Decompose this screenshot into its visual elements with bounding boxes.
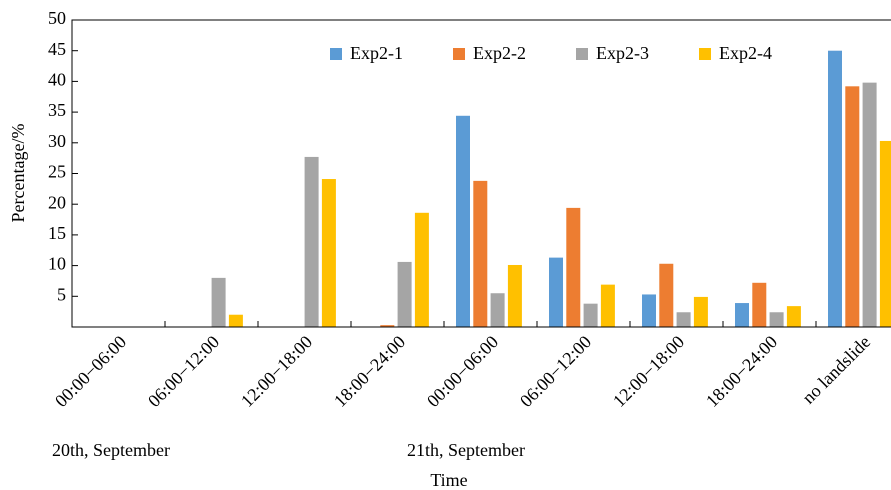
bar <box>583 303 598 327</box>
category-group-label: 20th, September <box>52 440 170 460</box>
bar <box>456 115 470 327</box>
x-tick-label: 18:00−24:00 <box>330 332 409 411</box>
x-tick-label: 12:00−18:00 <box>609 332 688 411</box>
x-tick-label: 00:00−06:00 <box>51 332 130 411</box>
bar <box>473 180 488 327</box>
bar <box>566 207 581 327</box>
x-tick-label: 06:00−12:00 <box>516 332 595 411</box>
legend-label: Exp2-2 <box>473 43 526 63</box>
legend-swatch <box>576 48 588 60</box>
y-tick-label: 35 <box>48 100 66 120</box>
bar <box>211 277 226 327</box>
y-tick-label: 50 <box>48 8 66 28</box>
legend-swatch <box>453 48 465 60</box>
bar <box>693 296 708 327</box>
y-tick-label: 5 <box>57 284 66 304</box>
bar <box>735 303 749 327</box>
legend-label: Exp2-1 <box>350 43 403 63</box>
bar <box>380 325 395 327</box>
x-axis-label: Time <box>430 470 467 490</box>
y-tick-label: 20 <box>48 192 66 212</box>
bar <box>769 312 784 327</box>
bar <box>414 212 429 327</box>
x-tick-label: no landslide <box>798 332 874 408</box>
y-tick-label: 15 <box>48 223 66 243</box>
bar <box>397 261 412 327</box>
bar <box>828 50 842 327</box>
bar <box>304 156 319 327</box>
legend-label: Exp2-3 <box>596 43 649 63</box>
x-tick-label: 00:00−06:00 <box>423 332 502 411</box>
bar <box>642 294 656 327</box>
x-tick-label: 12:00−18:00 <box>237 332 316 411</box>
bar <box>659 263 674 327</box>
legend-swatch <box>330 48 342 60</box>
bar <box>549 257 563 327</box>
bar <box>845 86 860 327</box>
y-tick-label: 30 <box>48 131 66 151</box>
y-tick-label: 40 <box>48 70 66 90</box>
y-tick-label: 25 <box>48 162 66 182</box>
bar <box>228 314 243 327</box>
legend-swatch <box>699 48 711 60</box>
bar <box>507 264 522 327</box>
bar <box>490 293 505 327</box>
category-group-label: 21th, September <box>407 440 525 460</box>
bar <box>862 82 877 328</box>
bar <box>676 312 691 327</box>
x-tick-label: 18:00−24:00 <box>702 332 781 411</box>
bar <box>600 284 615 327</box>
bar <box>786 306 801 327</box>
y-tick-label: 10 <box>48 254 66 274</box>
bar <box>321 179 336 327</box>
y-tick-label: 45 <box>48 39 66 59</box>
legend-label: Exp2-4 <box>719 43 772 63</box>
bar <box>752 282 767 327</box>
x-tick-label: 06:00−12:00 <box>144 332 223 411</box>
bar <box>879 140 891 327</box>
y-axis-label: Percentage/% <box>8 124 28 223</box>
axis-frame <box>71 19 891 328</box>
